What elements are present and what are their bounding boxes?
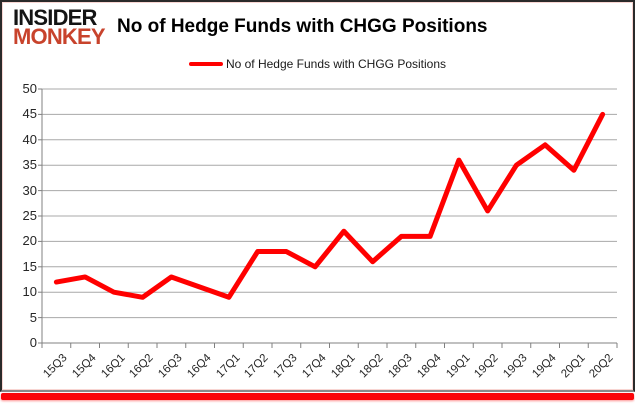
y-axis-tick-label: 50 [22, 81, 37, 96]
logo-text-monkey: MONKEY [13, 24, 106, 49]
logo-text-insider: INSIDER [13, 5, 97, 30]
legend-label: No of Hedge Funds with CHGG Positions [225, 57, 447, 71]
y-axis-tick-label: 20 [22, 233, 37, 249]
y-axis-tick-label: 45 [22, 106, 37, 122]
insider-monkey-logo: INSIDER MONKEY [13, 5, 106, 49]
series-line [53, 111, 606, 300]
y-axis-tick-label: 40 [22, 131, 37, 147]
legend-line-marker-icon [188, 62, 223, 66]
legend: No of Hedge Funds with CHGG Positions [0, 57, 635, 71]
y-axis-tick-label: 5 [29, 309, 37, 325]
y-axis-tick-label: 25 [22, 208, 37, 223]
chart-frame [0, 0, 635, 392]
y-axis-tick-label: 0 [29, 335, 37, 350]
y-axis-tick-label: 15 [22, 258, 37, 274]
y-axis-tick-label: 30 [22, 182, 37, 198]
chart-title: No of Hedge Funds with CHGG Positions [117, 16, 488, 37]
y-axis-tick-label: 10 [22, 284, 37, 300]
y-axis-tick-label: 35 [22, 157, 37, 173]
footer-red-bar [1, 393, 634, 400]
